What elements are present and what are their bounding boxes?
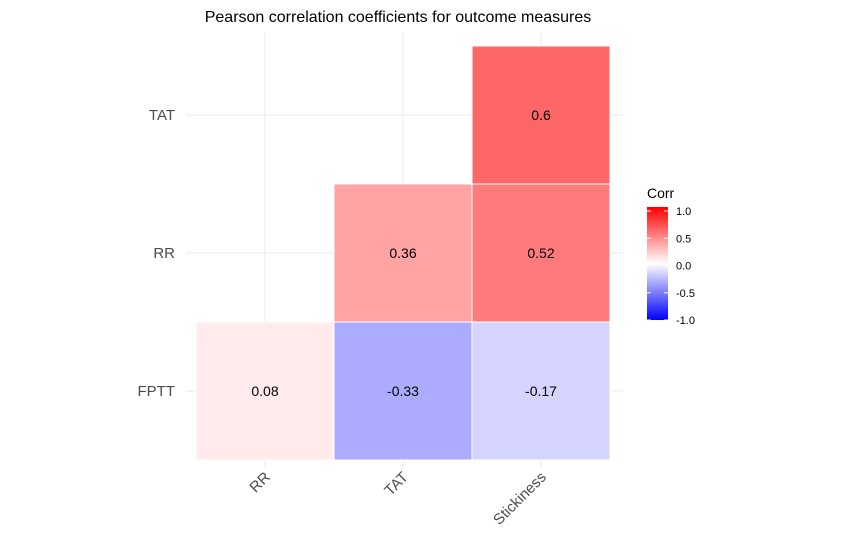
y-tick-label: TAT: [149, 107, 175, 124]
x-axis-ticks: RR TAT Stickiness: [246, 469, 549, 529]
color-legend: Corr 1.0 0.5 0.0 -0.5 -1.0: [647, 185, 695, 327]
cell-value-label: 0.36: [389, 245, 416, 261]
heatmap-cell: [195, 321, 335, 461]
legend-colorbar: [647, 207, 668, 320]
cell-value-label: 0.08: [251, 383, 278, 399]
cell-labels: 0.08 -0.33 -0.17 0.36 0.52 0.6: [251, 107, 557, 399]
y-axis-ticks: FPTT RR TAT: [138, 107, 176, 400]
legend-tick-label: 0.0: [676, 261, 691, 273]
y-tick-label: FPTT: [138, 383, 176, 400]
y-tick-label: RR: [153, 245, 175, 262]
cell-value-label: -0.17: [525, 383, 557, 399]
heatmap-cell: [471, 321, 611, 461]
x-tick-label: TAT: [381, 469, 411, 499]
legend-title: Corr: [647, 185, 675, 201]
heatmap-cell: [471, 183, 611, 323]
legend-tick-label: 1.0: [676, 206, 691, 218]
chart-title: Pearson correlation coefficients for out…: [205, 9, 592, 26]
x-tick-label: Stickiness: [490, 469, 550, 529]
legend-ticks: 1.0 0.5 0.0 -0.5 -1.0: [647, 206, 695, 327]
cell-value-label: -0.33: [387, 383, 419, 399]
legend-tick-label: -1.0: [676, 315, 695, 327]
cell-value-label: 0.6: [531, 107, 551, 123]
cell-value-label: 0.52: [527, 245, 554, 261]
legend-tick-label: 0.5: [676, 233, 691, 245]
legend-tick-label: -0.5: [676, 288, 695, 300]
x-tick-label: RR: [246, 469, 273, 496]
heatmap-cells: [195, 45, 611, 461]
heatmap-cell: [471, 45, 611, 185]
heatmap-cell: [333, 183, 473, 323]
